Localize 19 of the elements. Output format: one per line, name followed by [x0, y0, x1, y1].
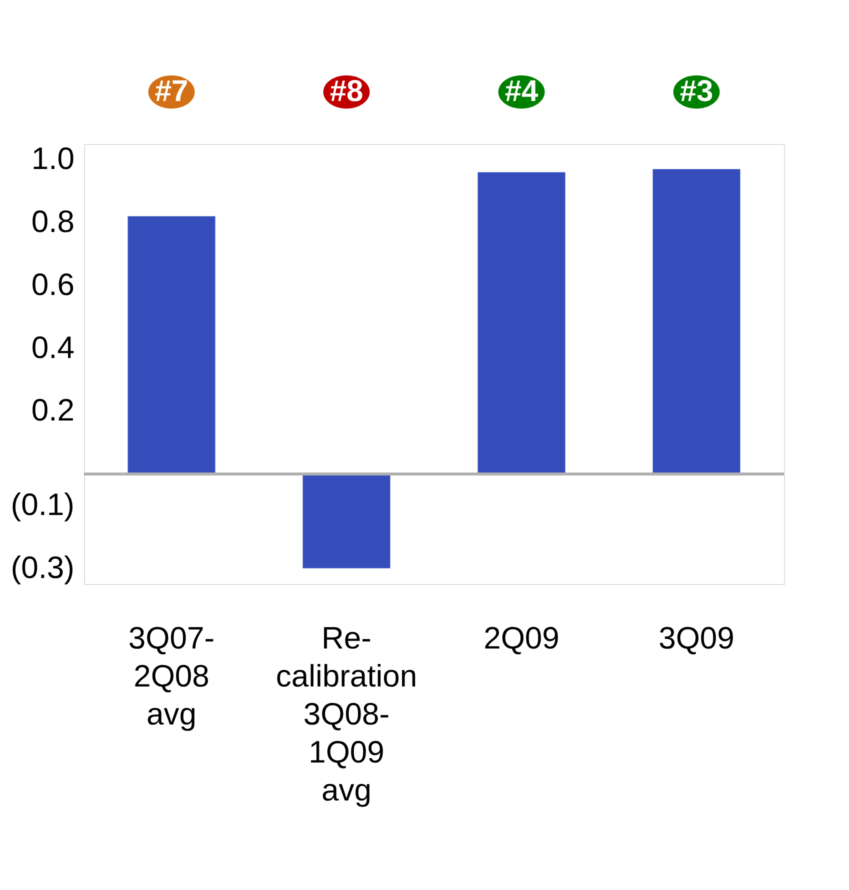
text: #3: [680, 75, 714, 108]
x-tick-label: 2Q09: [484, 620, 560, 656]
y-tick-label: 0.8: [31, 204, 74, 240]
y-tick-label: 0.2: [31, 392, 74, 428]
y-tick-label: 0.4: [31, 330, 74, 365]
y-tick-label: 0.6: [31, 266, 74, 302]
bar: [652, 169, 740, 474]
bar: [128, 216, 216, 474]
x-tick-label: 3Q09: [658, 620, 734, 656]
x-tick-label: Re-calibration 3Q08-1Q09 avg: [276, 620, 418, 808]
text: #4: [504, 75, 538, 108]
bar: [478, 172, 566, 474]
y-tick-label: (0.3): [10, 550, 74, 585]
bar: [302, 474, 390, 568]
y-tick-label: (0.1): [10, 486, 74, 522]
text: #7: [154, 75, 188, 108]
text: #8: [330, 75, 364, 108]
x-tick-label: 3Q07-2Q08 avg: [128, 620, 215, 732]
y-tick-label: 1.0: [31, 141, 74, 176]
